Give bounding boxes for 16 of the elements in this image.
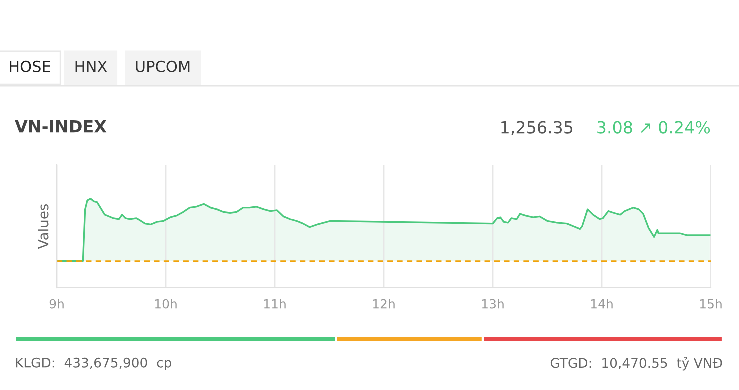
text: HNX [76,61,108,72]
x-tick-label: 14h [591,299,613,309]
text: KLGD: 433,675,900 cp [16,358,172,370]
x-tick-label: 11h [264,299,286,309]
text: UPCOM [136,60,190,72]
y-axis-title: Values [38,204,49,250]
x-tick-label: 10h [155,299,177,309]
text: HOSE [10,60,50,72]
x-tick-label: 12h [373,299,395,309]
text: GTGD: 10,470.55 tỷ VNĐ [550,357,722,371]
x-tick-label: 9h [50,299,64,309]
text: 1,256.35 [502,121,573,136]
text: 3.08 ↗ 0.24% [598,121,710,134]
x-tick-label: 15h [700,299,722,309]
x-tick-label: 13h [482,299,504,309]
chart-title: VN-INDEX [15,120,107,133]
